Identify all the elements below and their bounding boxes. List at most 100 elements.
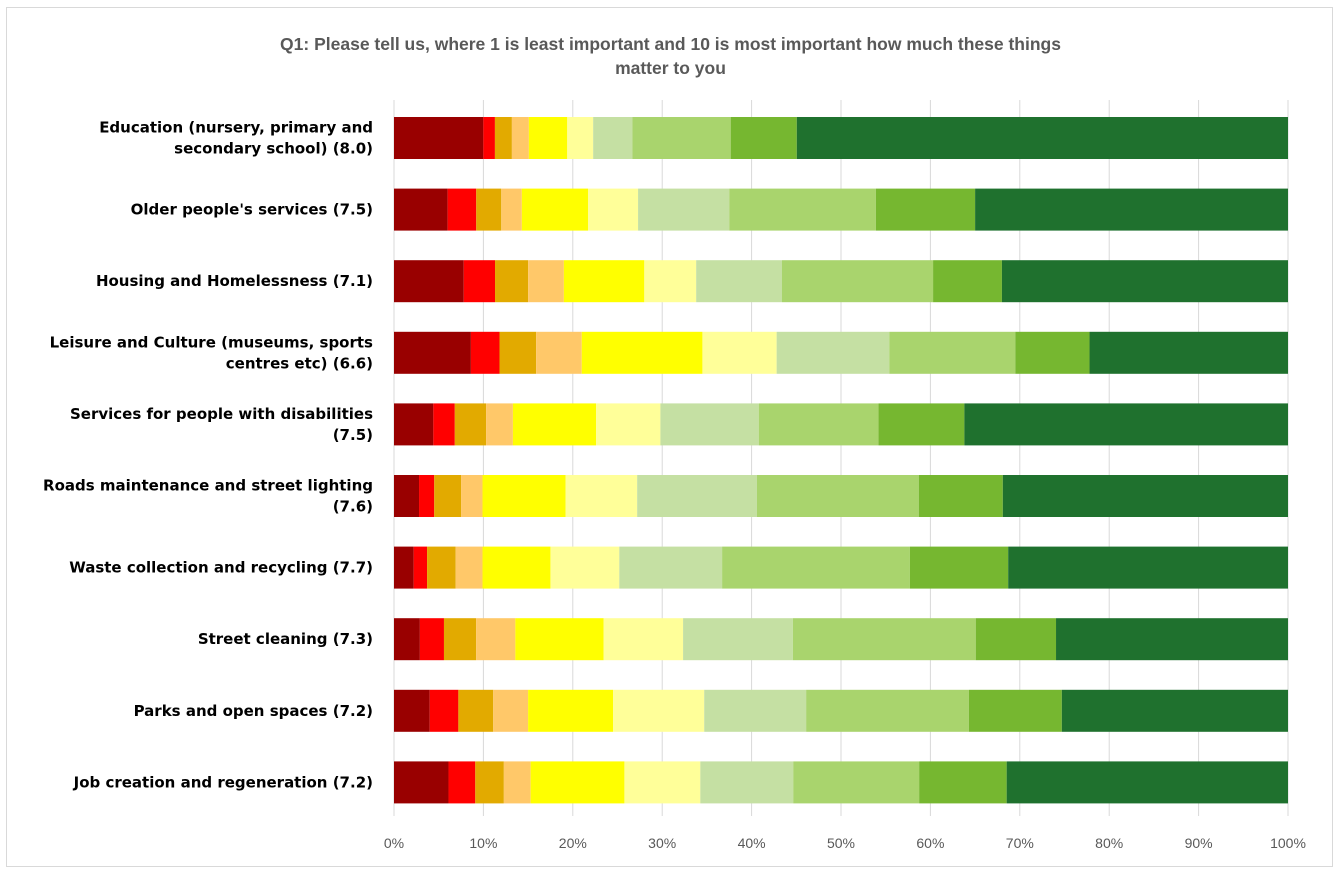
bar-segment	[413, 546, 428, 589]
chart-title-line-1: Q1: Please tell us, where 1 is least imp…	[280, 34, 1061, 54]
bar-segment	[964, 403, 1288, 446]
bar-segment	[632, 117, 731, 159]
bar-segment	[593, 117, 633, 159]
bar-segment	[933, 260, 1002, 303]
bar-segment	[394, 331, 471, 374]
bar-segment	[700, 761, 794, 804]
x-tick-label: 70%	[1006, 835, 1034, 851]
bar-segment	[433, 403, 455, 446]
category-label: Job creation and regeneration (7.2)	[73, 773, 373, 791]
bar-segment	[470, 331, 500, 374]
bar-segment	[1089, 331, 1288, 374]
bars	[394, 117, 1288, 804]
category-labels: Education (nursery, primary and secondary…	[43, 119, 373, 792]
bar-segment	[429, 689, 459, 732]
bar-segment	[447, 188, 477, 231]
x-tick-label: 80%	[1095, 835, 1123, 851]
chart-title-line-2: matter to you	[615, 58, 726, 78]
bar-segment	[427, 546, 456, 589]
x-tick-label: 10%	[469, 835, 497, 851]
bar-segment	[530, 761, 625, 804]
bar-segment	[638, 188, 730, 231]
x-tick-label: 50%	[827, 835, 855, 851]
bar-segment	[758, 403, 879, 446]
bar-segment	[613, 689, 705, 732]
x-tick-label: 0%	[384, 835, 404, 851]
bar-segment	[482, 546, 551, 589]
bar-segment	[499, 331, 537, 374]
bar-segment	[796, 117, 1288, 159]
bar-segment	[660, 403, 759, 446]
bar-segment	[722, 546, 910, 589]
bar-segment	[565, 475, 638, 517]
bar-segment	[918, 475, 1003, 517]
category-label: Leisure and Culture (museums, sports cent…	[50, 333, 373, 372]
bar-segment	[1056, 618, 1288, 661]
bar-segment	[567, 117, 594, 159]
bar-segment	[528, 117, 568, 159]
bar-segment	[729, 188, 876, 231]
bar-segment	[696, 260, 782, 303]
bar-segment	[619, 546, 723, 589]
bar-segment	[521, 188, 588, 231]
bar-segment	[394, 403, 434, 446]
bar-segment	[501, 188, 522, 231]
bar-segment	[1006, 761, 1288, 804]
bar-segment	[683, 618, 793, 661]
x-tick-label: 90%	[1185, 835, 1213, 851]
bar-segment	[394, 618, 420, 661]
bar-segment	[919, 761, 1007, 804]
x-tick-label: 60%	[916, 835, 944, 851]
bar-segment	[434, 475, 462, 517]
bar-segment	[394, 689, 430, 732]
category-label: Education (nursery, primary and secondary…	[99, 119, 373, 158]
bar-segment	[475, 761, 504, 804]
bar-segment	[458, 689, 494, 732]
category-label: Services for people with disabilities (7.…	[70, 405, 373, 444]
bar-segment	[493, 689, 529, 732]
bar-segment	[495, 260, 529, 303]
bar-segment	[603, 618, 684, 661]
bar-segment	[596, 403, 661, 446]
x-tick-label: 20%	[559, 835, 587, 851]
bar-segment	[455, 546, 483, 589]
bar-segment	[476, 618, 516, 661]
bar-segment	[394, 475, 420, 517]
bar-segment	[637, 475, 757, 517]
bar-segment	[644, 260, 697, 303]
bar-segment	[968, 689, 1062, 732]
category-label: Older people's services (7.5)	[131, 201, 373, 219]
bar-segment	[975, 618, 1057, 661]
bar-segment	[756, 475, 919, 517]
bar-segment	[503, 761, 531, 804]
bar-segment	[512, 403, 597, 446]
bar-segment	[1001, 260, 1288, 303]
bar-segment	[419, 618, 444, 661]
bar-segment	[581, 331, 703, 374]
bar-segment	[448, 761, 476, 804]
bar-segment	[394, 761, 449, 804]
bar-segment	[394, 117, 484, 159]
bar-segment	[587, 188, 639, 231]
bar-segment	[394, 188, 448, 231]
bar-segment	[463, 260, 496, 303]
category-label: Street cleaning (7.3)	[198, 630, 373, 648]
category-label: Waste collection and recycling (7.7)	[69, 559, 373, 577]
bar-segment	[792, 618, 976, 661]
bar-segment	[624, 761, 701, 804]
bar-segment	[394, 546, 414, 589]
bar-segment	[975, 188, 1288, 231]
x-tick-label: 100%	[1270, 835, 1306, 851]
bar-segment	[483, 117, 495, 159]
bar-segment	[536, 331, 582, 374]
bar-segment	[875, 188, 976, 231]
bar-segment	[776, 331, 890, 374]
bar-segment	[511, 117, 529, 159]
category-label: Roads maintenance and street lighting (7.…	[43, 477, 373, 516]
bar-segment	[494, 117, 512, 159]
x-tick-label: 40%	[738, 835, 766, 851]
bar-segment	[1015, 331, 1090, 374]
bar-segment	[454, 403, 487, 446]
bar-segment	[394, 260, 464, 303]
